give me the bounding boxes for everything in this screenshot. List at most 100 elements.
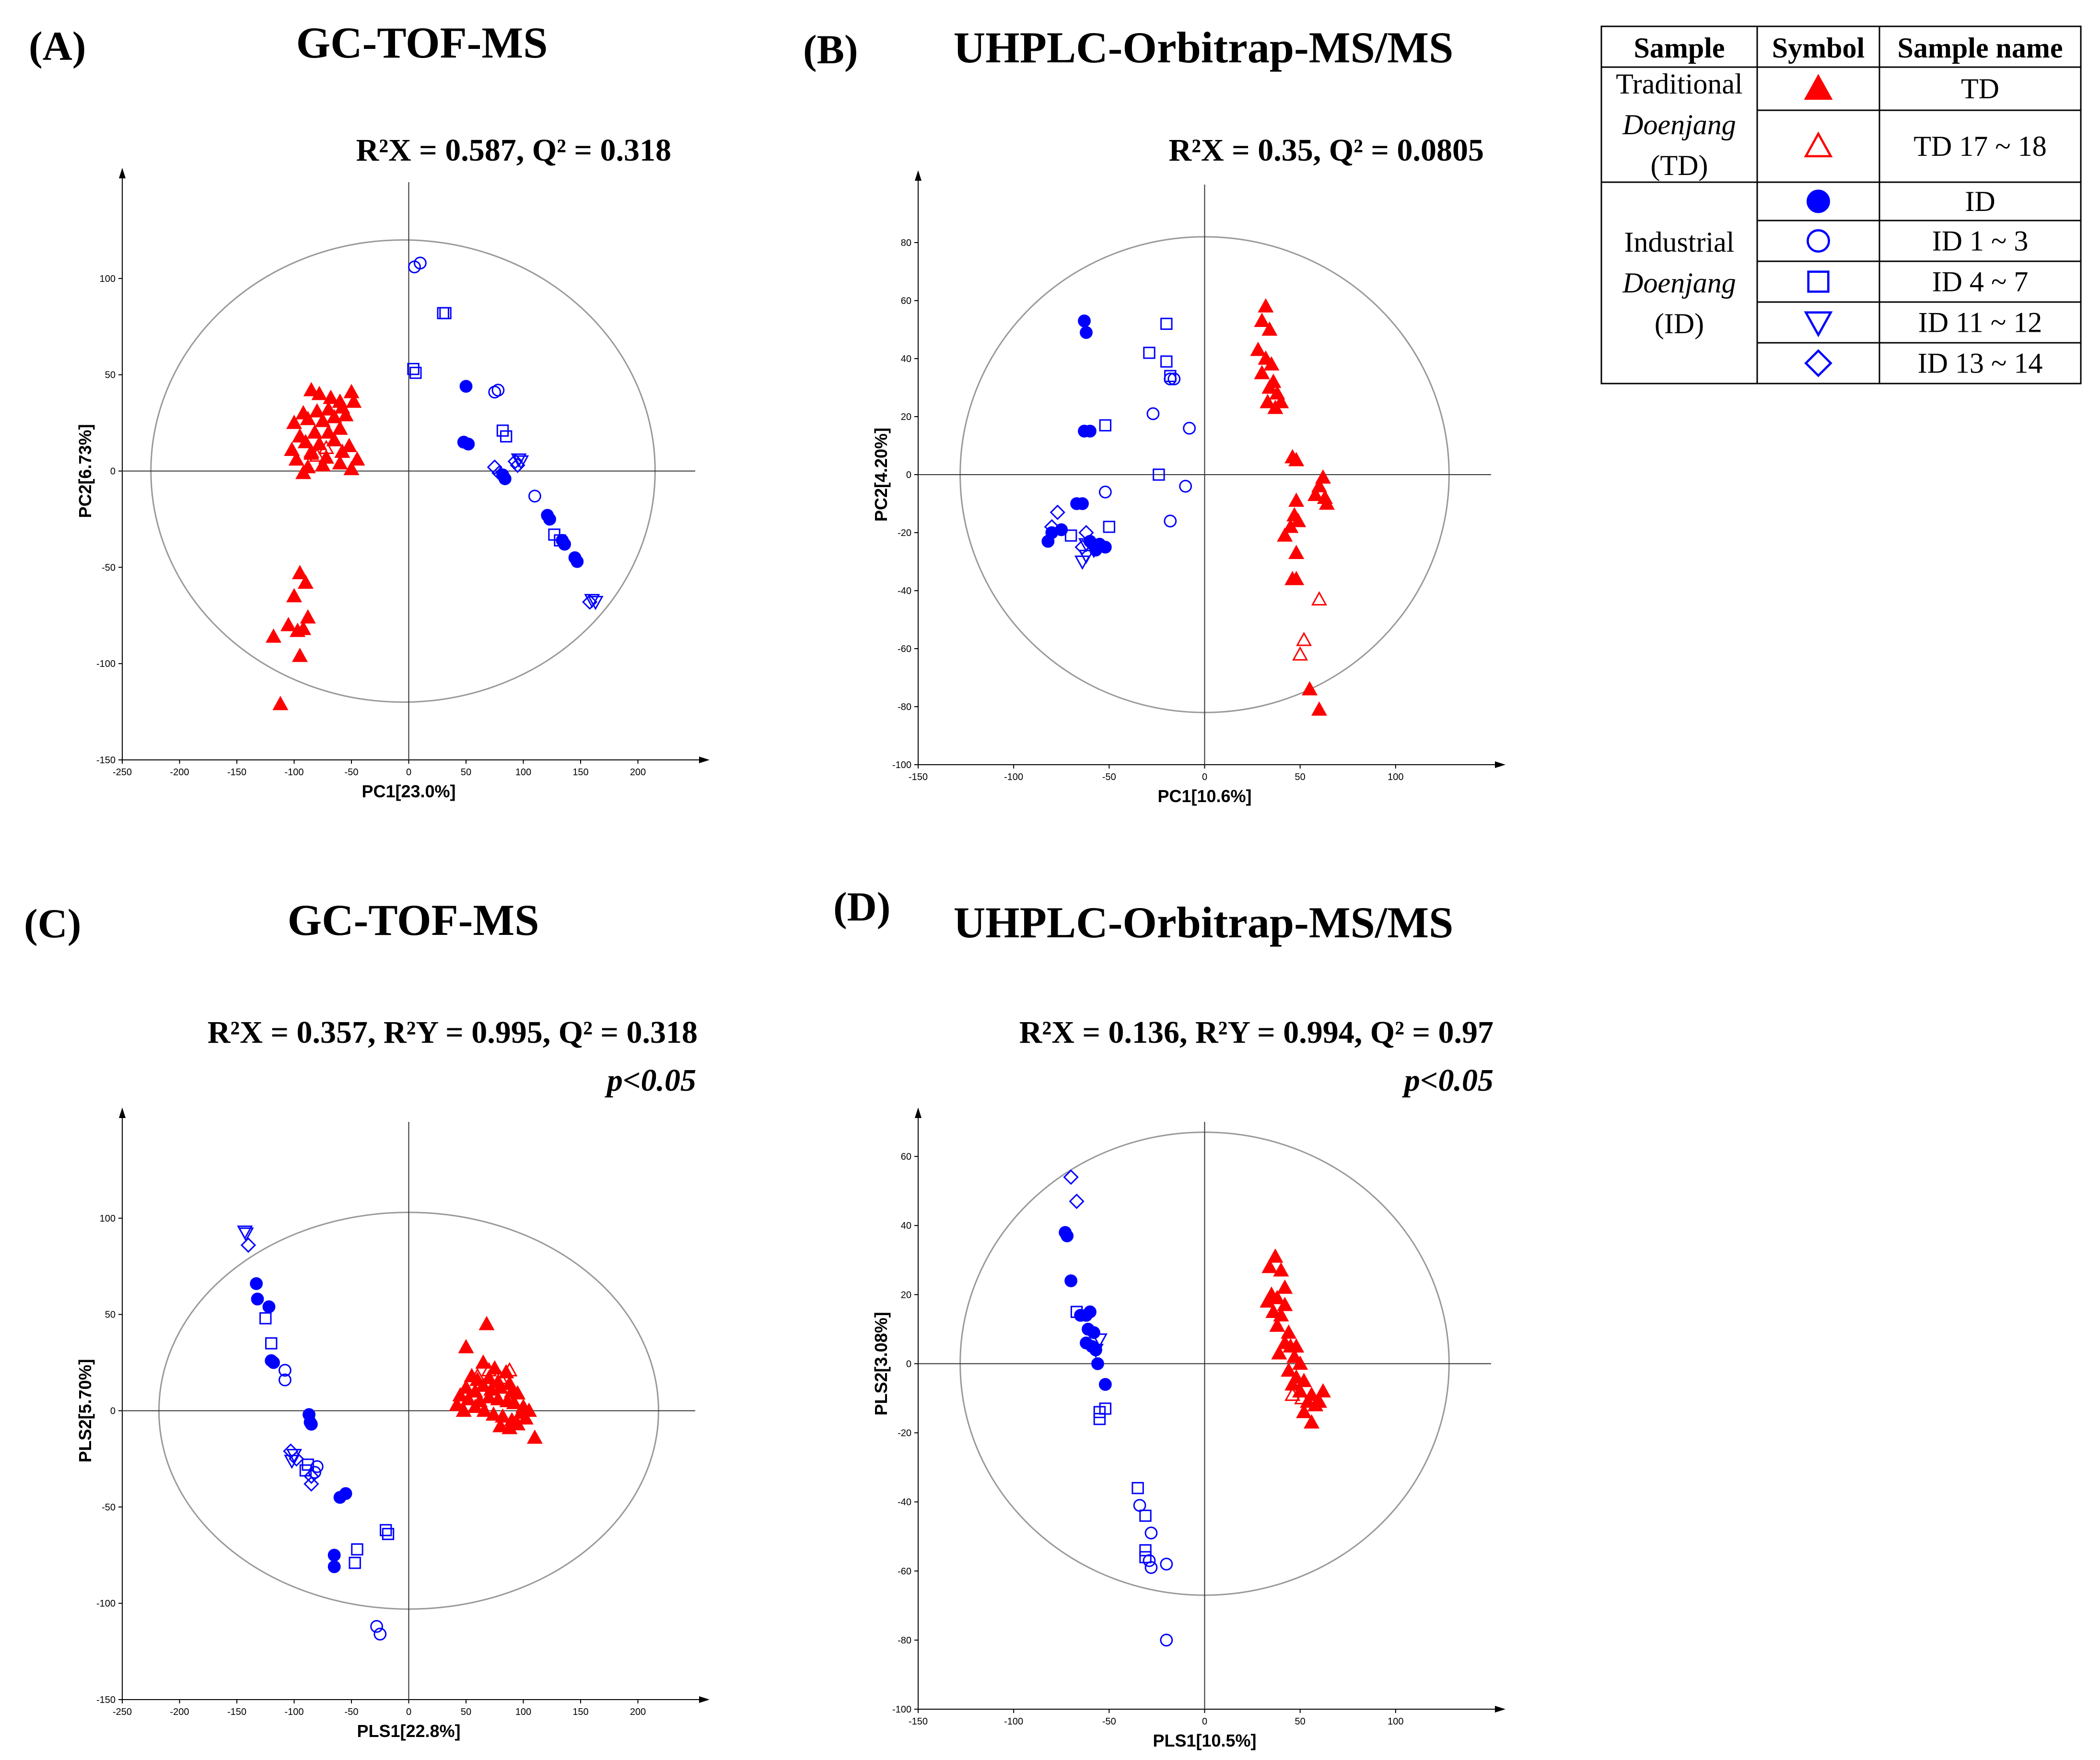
plot-a-point-id [462, 437, 475, 451]
plot-b-x-tick-label: 50 [1295, 772, 1306, 782]
plot-a-point-td [343, 384, 360, 398]
plot-c-x-tick-label: -150 [227, 1707, 246, 1717]
plot-b-point-td [1261, 321, 1278, 336]
plot-d-point-id-1-3 [1144, 1561, 1158, 1574]
plot-b-point-td [1288, 571, 1305, 585]
panel-a-title: GC-TOF-MS [296, 18, 548, 67]
plot-c-point-id-13-14 [289, 1451, 304, 1467]
plot-b-point-td [1254, 313, 1270, 327]
plot-c-x-axis-title: PLS1[22.8%] [357, 1721, 460, 1741]
plot-a-x-tick-label: -100 [284, 767, 303, 778]
panel-b-label: (B) [803, 26, 858, 72]
plot-a-point-td-17-18 [318, 440, 334, 454]
plot-d-point-td [1277, 1296, 1293, 1311]
plot-a-y-tick-label: 0 [110, 466, 116, 477]
plot-b-y-tick-label: -80 [898, 702, 911, 712]
plot-d-point-td-17-18 [1288, 1376, 1305, 1391]
plot-a-point-id [571, 555, 584, 568]
panel-a-label: (A) [29, 23, 86, 69]
plot-c-y-tick-label: 100 [100, 1213, 116, 1224]
plot-b-point-id-4-7 [1153, 468, 1165, 481]
plot-b-point-id-4-7 [1099, 419, 1112, 431]
plot-b-y-tick-label: 60 [901, 296, 911, 306]
legend-group-label: (ID) [1655, 308, 1704, 339]
legend-table: Sample Symbol Sample name Traditional Doenja… [1600, 25, 2082, 385]
plot-a-point-td [295, 620, 312, 635]
plot-d-x-tick-label: -150 [909, 1716, 928, 1727]
plot-a-y-tick-label: 50 [105, 370, 116, 381]
plot-c-point-td [475, 1377, 491, 1392]
plot-a-point-id-4-7 [500, 430, 513, 443]
plot-b-point-id-4-7 [1143, 347, 1155, 359]
plot-d-point-id-13-14 [1063, 1169, 1079, 1185]
plot-b-y-tick-label: 80 [901, 238, 911, 248]
plot-a-point-td [272, 696, 289, 711]
plot-d-point-id [1084, 1305, 1097, 1318]
plot-b-point-td [1307, 487, 1324, 501]
plot-c-point-td [492, 1379, 509, 1394]
plot-d-point-td [1265, 1304, 1282, 1318]
plot-c-point-td [449, 1397, 465, 1411]
plot-a-point-td [343, 461, 360, 476]
plot-c-point-td [494, 1408, 511, 1423]
plot-b-point-id [1080, 326, 1093, 339]
plot-b-y-tick-label: 40 [901, 354, 911, 364]
plot-c-point-td [485, 1406, 502, 1421]
plot-b-point-id-1-3 [1179, 479, 1192, 493]
legend-header: Sample [1633, 32, 1725, 64]
plot-d-point-id-4-7 [1139, 1509, 1152, 1522]
plot-d-point-td [1273, 1307, 1289, 1322]
plot-b-point-id-1-3 [1146, 407, 1160, 420]
plot-a-point-id-13-14 [487, 459, 502, 475]
plot-a-point-id-1-3 [414, 256, 427, 270]
plot-a-point-td [315, 457, 331, 472]
plot-c-point-td [506, 1395, 522, 1410]
plot-c-point-id [267, 1356, 280, 1369]
plot-b-point-td [1302, 681, 1318, 696]
plot-c-y-tick-label: 50 [105, 1310, 116, 1320]
plot-a-point-td [320, 424, 337, 439]
plot-b-x-axis-arrow-icon [1495, 761, 1505, 768]
plot-a-point-td [346, 393, 362, 408]
plot-c-x-tick-label: -50 [345, 1707, 359, 1717]
plot-a-point-td [300, 609, 316, 624]
plot-c-point-id-13-14 [303, 1468, 319, 1484]
plot-a-point-td [303, 382, 319, 396]
plot-d-y-axis-title: PLS2[3.08%] [871, 1312, 891, 1415]
plot-b-point-id-4-7 [1160, 355, 1173, 368]
plot-d-point-id-11-12 [1087, 1343, 1104, 1358]
plot-a-point-td [326, 432, 342, 446]
plot-a-point-td [320, 401, 337, 416]
plot-d-y-tick-label: 20 [901, 1290, 911, 1300]
plot-c-y-tick-label: -100 [96, 1598, 116, 1609]
legend-symbol-td-17-18 [1804, 131, 1833, 158]
plot-a-point-id [558, 537, 571, 551]
plot-d-point-id-1-3 [1133, 1499, 1146, 1512]
plot-a-point-id [543, 513, 556, 526]
plot-d-y-tick-label: -60 [898, 1566, 911, 1577]
plot-d-point-id-1-3 [1143, 1554, 1156, 1567]
legend-group-label: (TD) [1651, 150, 1708, 181]
plot-c-point-id-4-7 [349, 1557, 361, 1569]
plot-d-y-axis-arrow-icon [915, 1107, 922, 1118]
plot-c-x-tick-label: 0 [406, 1707, 411, 1717]
plot-a-point-id-11-12 [587, 595, 604, 610]
plot-c-x-tick-label: -100 [284, 1707, 303, 1717]
plot-b-x-tick-label: -100 [1004, 772, 1023, 782]
plot-b-point-td [1267, 399, 1283, 414]
plot-b-y-tick-label: 0 [906, 470, 911, 480]
plot-a-point-id-4-7 [409, 366, 422, 379]
plot-d-point-id [1061, 1229, 1074, 1243]
legend-sample-name: TD [1961, 73, 1999, 105]
plot-c-x-axis-arrow-icon [699, 1696, 710, 1703]
plot-c-y-axis-arrow-icon [119, 1107, 126, 1118]
plot-b-point-td [1290, 513, 1307, 527]
plot-d-y-tick-label: 40 [901, 1221, 911, 1231]
plot-d-point-id [1087, 1326, 1100, 1339]
plot-b-point-id-13-14 [1078, 525, 1094, 541]
plot-b-point-td [1318, 495, 1335, 510]
plot-d-x-tick-label: -50 [1102, 1716, 1116, 1727]
plot-c-point-td [492, 1418, 509, 1433]
legend-group-label: Doenjang [1622, 267, 1736, 299]
plot-c-point-td-17-18 [492, 1370, 509, 1384]
